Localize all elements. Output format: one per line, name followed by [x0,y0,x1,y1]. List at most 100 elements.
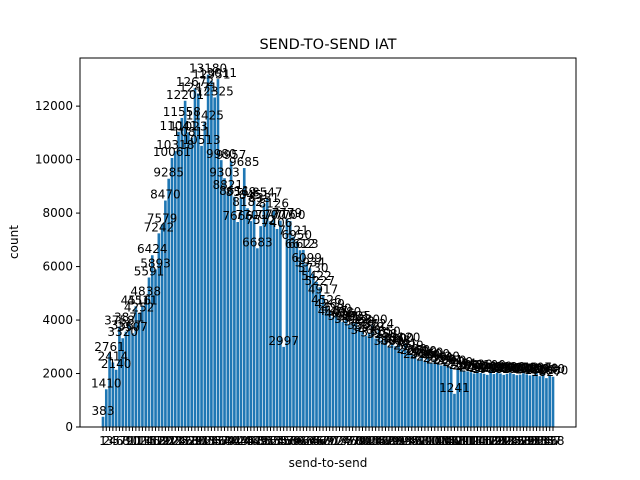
data-label: 10811 [173,125,211,139]
data-label: 2500 [403,347,434,361]
bar [150,255,154,427]
x-tick-label: 82 [361,434,376,448]
x-tick-label: 57 [279,434,294,448]
x-tick-label: 45 [240,434,255,448]
x-tick-label: 78 [348,434,363,448]
x-tick-label: 33 [200,434,215,448]
bar [417,360,420,427]
bar [436,364,440,427]
bar [173,151,177,428]
bar [252,201,256,427]
data-label: 3871 [114,310,145,324]
data-label: 2414 [98,349,129,363]
x-tick-label: 40 [223,434,238,448]
bar [111,362,115,427]
data-label: 2761 [94,340,125,354]
x-tick-label: 71 [325,434,340,448]
x-tick-label: 8 [122,434,130,448]
x-tick-label: 21 [161,434,176,448]
bar [292,236,295,427]
bar [164,200,167,427]
bar [367,332,371,427]
bar [269,221,272,427]
bar [348,324,351,427]
x-tick-label: 69 [319,434,334,448]
bar [157,233,161,427]
data-label: 4917 [308,283,339,297]
data-label: 10061 [153,145,191,159]
x-tick-label: 96 [407,434,422,448]
chart-title: SEND-TO-SEND IAT [259,37,396,53]
x-tick-label: 29 [187,434,202,448]
x-tick-label: 122 [489,434,512,448]
x-tick-label: 89 [384,434,399,448]
bar [338,319,341,427]
bar [551,376,555,427]
data-label: 2500 [419,347,450,361]
data-label: 2030 [482,360,513,374]
bar [390,344,394,427]
data-label: 3310 [360,325,391,339]
bar [525,374,529,427]
data-label: 1960 [505,362,536,376]
x-tick-label: 110 [450,434,473,448]
bar [531,374,535,427]
data-label: 2350 [423,351,454,365]
data-label: 3800 [357,312,388,326]
bar [357,327,361,427]
x-tick-label: 62 [296,434,311,448]
data-label: 2020 [465,360,496,374]
data-label: 3567 [111,319,142,333]
data-label: 6623 [288,237,319,251]
bar [512,374,515,427]
data-label: 2140 [101,357,132,371]
bar [528,375,532,427]
x-tick-label: 79 [352,434,367,448]
bar [374,338,377,427]
data-label: 12201 [166,88,204,102]
x-tick-label: 97 [411,434,426,448]
y-tick-label: 0 [65,420,73,434]
bar [196,93,200,427]
x-tick-label: 54 [269,434,284,448]
data-label: 2829 [393,338,424,352]
x-tick-label: 105 [433,434,456,448]
data-label: 6950 [282,228,313,242]
data-label: 6683 [242,235,273,249]
x-tick-label: 77 [345,434,360,448]
bar [134,306,138,427]
data-label: 1900 [525,363,556,377]
data-label: 7121 [278,224,309,238]
x-tick-label: 120 [482,434,505,448]
bar [265,198,269,427]
data-label: 2154 [446,356,477,370]
x-tick-label: 132 [522,434,545,448]
data-label: 3624 [364,317,395,331]
data-label: 7666 [222,209,253,223]
bar [305,263,308,427]
bar [229,160,233,427]
x-tick-label: 75 [338,434,353,448]
bar [394,346,397,427]
data-label: 5893 [140,256,171,270]
data-label: 9285 [153,166,184,180]
data-label: 1970 [511,361,542,375]
x-tick-label: 17 [148,434,163,448]
data-label: 2200 [442,355,473,369]
data-label: 2100 [475,358,506,372]
x-tick-label: 127 [505,434,528,448]
y-axis-label: count [7,225,21,259]
x-tick-label: 27 [181,434,196,448]
data-label: 9957 [216,148,247,162]
bar [495,372,499,427]
x-tick-label: 134 [528,434,551,448]
y-tick-label: 6000 [42,260,73,274]
x-tick-label: 86 [375,434,390,448]
y-tick-label: 8000 [42,206,73,220]
x-tick-label: 129 [512,434,535,448]
bar [515,375,519,427]
data-label: 4516 [121,293,152,307]
data-label: 11023 [169,119,207,133]
